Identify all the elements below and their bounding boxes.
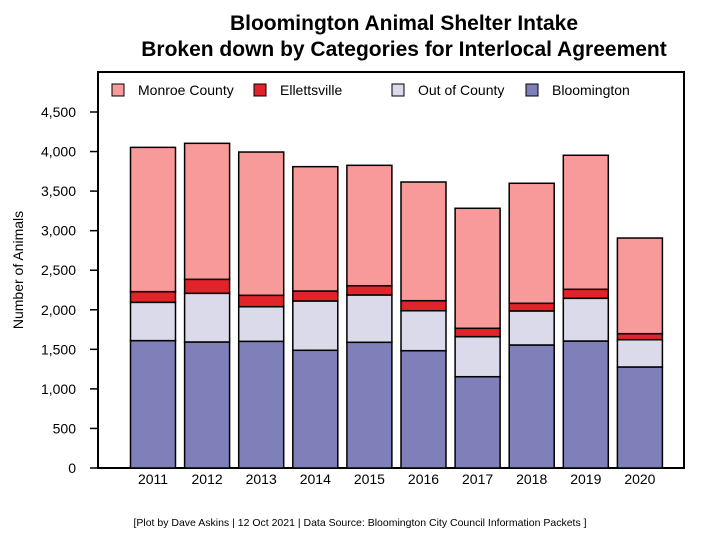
legend-label: Out of County xyxy=(418,82,504,98)
bar-monroe-county-2011 xyxy=(129,146,177,293)
bar-ellettsville-2015 xyxy=(346,284,393,296)
legend-swatch-bloomington xyxy=(525,83,539,97)
bar-bloomington-2019 xyxy=(562,340,610,469)
y-tick-label: 4,000 xyxy=(41,144,76,160)
bar-ellettsville-2016 xyxy=(400,299,447,312)
x-tick-label: 2013 xyxy=(246,471,277,487)
bar-ellettsville-2020 xyxy=(616,332,664,341)
bar-monroe-county-2017 xyxy=(454,207,501,330)
bar-ellettsville-2011 xyxy=(129,290,177,304)
y-tick-label: 4,500 xyxy=(41,104,76,120)
bar-out-of-county-2018 xyxy=(508,310,555,346)
x-tick-label: 2016 xyxy=(408,471,439,487)
y-tick-label: 3,000 xyxy=(41,223,76,239)
bar-monroe-county-2020 xyxy=(616,237,664,335)
x-tick-label: 2011 xyxy=(138,471,168,487)
bar-bloomington-2012 xyxy=(183,341,231,469)
bar-ellettsville-2018 xyxy=(508,302,555,312)
chart-title-line1: Bloomington Animal Shelter Intake xyxy=(230,12,578,35)
legend-label: Monroe County xyxy=(138,82,234,98)
bar-out-of-county-2019 xyxy=(562,297,610,342)
x-tick-label: 2015 xyxy=(354,471,385,487)
x-tick-label: 2014 xyxy=(300,471,331,487)
bar-monroe-county-2012 xyxy=(183,142,231,281)
bar-out-of-county-2013 xyxy=(237,305,285,343)
x-tick-label: 2018 xyxy=(516,471,547,487)
bar-bloomington-2013 xyxy=(237,340,285,469)
bar-monroe-county-2016 xyxy=(400,181,447,302)
y-tick-label: 3,500 xyxy=(41,183,76,199)
bar-bloomington-2015 xyxy=(346,341,393,469)
bar-out-of-county-2014 xyxy=(292,300,339,352)
x-tick-label: 2017 xyxy=(462,471,493,487)
bar-out-of-county-2011 xyxy=(129,301,177,342)
bar-out-of-county-2015 xyxy=(346,294,393,344)
y-tick-label: 500 xyxy=(53,420,77,436)
bar-bloomington-2018 xyxy=(508,344,555,469)
bar-bloomington-2016 xyxy=(400,349,447,469)
bar-ellettsville-2014 xyxy=(292,290,339,302)
bar-bloomington-2014 xyxy=(292,349,339,469)
y-tick-label: 2,500 xyxy=(41,262,76,278)
bar-monroe-county-2014 xyxy=(292,165,339,292)
x-tick-label: 2019 xyxy=(570,471,601,487)
bar-ellettsville-2017 xyxy=(454,327,501,338)
legend-label: Bloomington xyxy=(552,82,630,98)
bar-ellettsville-2019 xyxy=(562,288,610,300)
y-tick-label: 1,500 xyxy=(41,341,76,357)
legend-swatch-ellettsville xyxy=(253,83,267,97)
x-tick-label: 2020 xyxy=(624,471,655,487)
footer-credit: [Plot by Dave Askins | 12 Oct 2021 | Dat… xyxy=(133,517,586,529)
bar-monroe-county-2015 xyxy=(346,164,393,287)
y-tick-label: 2,000 xyxy=(41,302,76,318)
bar-bloomington-2011 xyxy=(129,339,177,469)
bar-ellettsville-2012 xyxy=(183,278,231,295)
bar-out-of-county-2020 xyxy=(616,338,664,368)
y-tick-label: 0 xyxy=(68,460,76,476)
y-axis-label: Number of Animals xyxy=(10,211,26,329)
y-tick-label: 1,000 xyxy=(41,381,76,397)
chart-title-line2: Broken down by Categories for Interlocal… xyxy=(141,38,667,61)
bar-bloomington-2017 xyxy=(454,375,501,469)
legend-swatch-monroe-county xyxy=(111,83,125,97)
bar-bloomington-2020 xyxy=(616,366,664,469)
legend-swatch-out-of-county xyxy=(391,83,405,97)
x-tick-label: 2012 xyxy=(192,471,223,487)
bar-monroe-county-2013 xyxy=(237,151,285,297)
legend-label: Ellettsville xyxy=(280,82,342,98)
bar-out-of-county-2012 xyxy=(183,292,231,343)
bar-ellettsville-2013 xyxy=(237,294,285,308)
bar-monroe-county-2019 xyxy=(562,154,610,291)
bar-out-of-county-2017 xyxy=(454,335,501,378)
bar-out-of-county-2016 xyxy=(400,309,447,352)
bar-monroe-county-2018 xyxy=(508,182,555,305)
